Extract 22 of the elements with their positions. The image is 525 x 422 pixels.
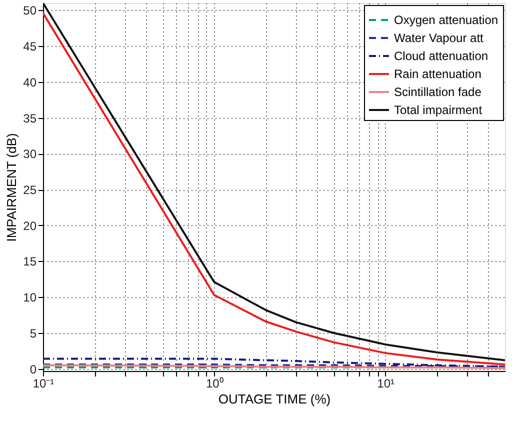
x-tick-label: 10⁰ bbox=[206, 376, 224, 390]
y-tick-label: 5 bbox=[30, 326, 37, 340]
y-tick-label: 50 bbox=[23, 4, 37, 18]
y-tick-label: 0 bbox=[30, 362, 37, 376]
x-tick-label: 10¹ bbox=[377, 376, 395, 390]
legend-label: Rain attenuation bbox=[394, 67, 482, 81]
legend-label: Cloud attenuation bbox=[394, 49, 488, 63]
y-tick-label: 15 bbox=[23, 254, 37, 269]
y-tick-label: 40 bbox=[23, 75, 37, 90]
x-axis-title: OUTAGE TIME (%) bbox=[218, 392, 331, 406]
legend-label: Total impairment bbox=[394, 103, 483, 117]
y-axis-title: IMPAIRMENT (dB) bbox=[4, 133, 20, 242]
x-tick-label: 10⁻¹ bbox=[32, 376, 54, 390]
y-tick-label: 30 bbox=[23, 147, 37, 162]
y-tick-label: 10 bbox=[23, 290, 37, 305]
y-tick-label: 35 bbox=[23, 111, 37, 126]
legend-label: Oxygen attenuation bbox=[394, 13, 498, 27]
legend-label: Water Vapour att bbox=[394, 31, 484, 45]
legend-label: Scintillation fade bbox=[394, 85, 482, 99]
y-tick-label: 45 bbox=[23, 40, 37, 54]
y-tick-label: 25 bbox=[23, 183, 37, 198]
y-tick-label: 20 bbox=[23, 218, 37, 233]
